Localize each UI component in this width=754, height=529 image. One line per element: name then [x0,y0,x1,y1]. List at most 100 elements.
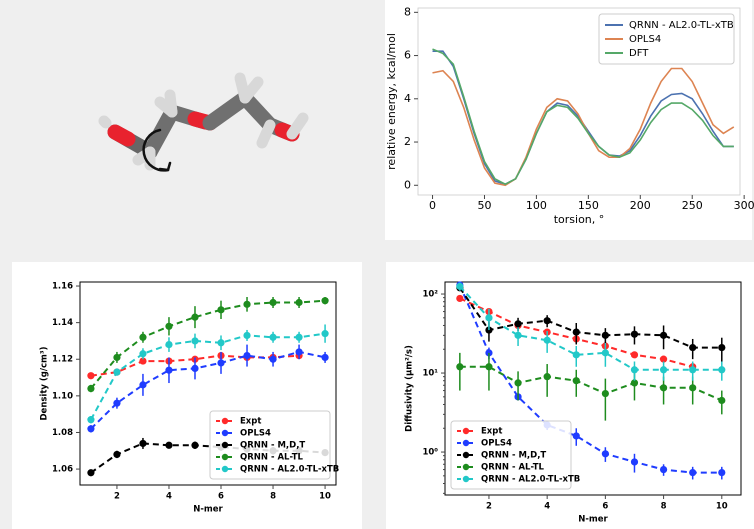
y-tick-label: 1.14 [52,318,73,328]
marker [602,332,609,339]
legend-label: OPLS4 [240,429,271,439]
y-tick-label: 1.08 [52,428,73,438]
x-axis-label: N-mer [578,515,608,525]
x-tick-label: 10 [319,492,331,502]
marker [573,377,580,384]
x-tick-label: 2 [114,492,120,502]
marker [514,379,521,386]
legend-marker [222,442,228,448]
x-tick-label: 2 [486,502,492,512]
legend-marker [222,466,228,472]
x-tick-label: 8 [661,502,667,512]
figure: 05010015020025030002468torsion, °relativ… [0,0,754,529]
marker [87,425,94,432]
legend-marker [222,454,228,460]
marker [295,299,302,306]
legend-label: QRNN - AL-TL [240,453,304,463]
y-tick-label: 1.06 [52,465,73,475]
marker [631,366,638,373]
marker [217,306,224,313]
marker [321,354,328,361]
y-tick-label: 1.10 [52,391,73,401]
marker [718,469,725,476]
marker [514,320,521,327]
marker [456,363,463,370]
legend-marker [463,476,469,482]
marker [689,366,696,373]
legend-label: QRNN - M,D,T [240,441,305,451]
y-axis-label: Density (g/cm³) [40,346,50,420]
y-tick-label: 10⁰ [422,448,438,458]
marker [191,442,198,449]
marker [217,339,224,346]
marker [295,348,302,355]
legend-marker [222,418,228,424]
x-tick-label: 8 [270,492,276,502]
marker [660,384,667,391]
marker [165,323,172,330]
marker [113,354,120,361]
legend-label: QRNN - AL2.0-TL-xTB [481,475,580,485]
marker [631,458,638,465]
marker [191,365,198,372]
legend-label: Expt [481,427,502,437]
page: 05010015020025030002468torsion, °relativ… [0,0,754,529]
x-axis-label: N-mer [193,505,223,515]
marker [165,341,172,348]
marker [139,440,146,447]
marker [602,349,609,356]
marker [631,351,638,358]
y-tick-label: 10² [422,290,438,300]
y-tick-label: 0 [404,178,411,191]
marker [660,366,667,373]
marker [269,299,276,306]
x-tick-label: 4 [544,502,550,512]
legend-label: OPLS4 [481,439,512,449]
marker [243,332,250,339]
marker [191,314,198,321]
x-tick-label: 150 [578,199,599,212]
legend-marker [463,440,469,446]
marker [113,451,120,458]
marker [113,400,120,407]
legend-label: QRNN - M,D,T [481,451,546,461]
legend-label: Expt [240,417,261,427]
marker [718,344,725,351]
legend-marker [463,452,469,458]
marker [514,332,521,339]
marker [456,283,463,290]
legend-marker [463,428,469,434]
marker [87,416,94,423]
marker [295,334,302,341]
marker [243,301,250,308]
marker [602,450,609,457]
y-tick-label: 10¹ [422,369,438,379]
marker [456,295,463,302]
marker [87,469,94,476]
marker [573,351,580,358]
x-tick-label: 4 [166,492,172,502]
x-tick-label: 10 [716,502,728,512]
x-tick-label: 300 [734,199,754,212]
legend-label: OPLS4 [629,34,661,45]
marker [165,442,172,449]
legend-label: QRNN - AL-TL [481,463,545,473]
y-tick-label: 6 [404,49,411,62]
marker [660,466,667,473]
marker [718,366,725,373]
marker [544,317,551,324]
legend-label: QRNN - AL2.0-TL-xTB [240,465,339,475]
y-axis-label: relative energy, kcal/mol [385,33,398,170]
marker [139,350,146,357]
marker [544,337,551,344]
x-tick-label: 250 [682,199,703,212]
x-tick-label: 6 [218,492,224,502]
marker [269,334,276,341]
marker [689,384,696,391]
marker [269,356,276,363]
marker [87,372,94,379]
y-axis-label: Diffusivity (μm²/s) [405,345,415,432]
marker [602,390,609,397]
x-tick-label: 0 [429,199,436,212]
legend-label: DFT [629,48,649,59]
